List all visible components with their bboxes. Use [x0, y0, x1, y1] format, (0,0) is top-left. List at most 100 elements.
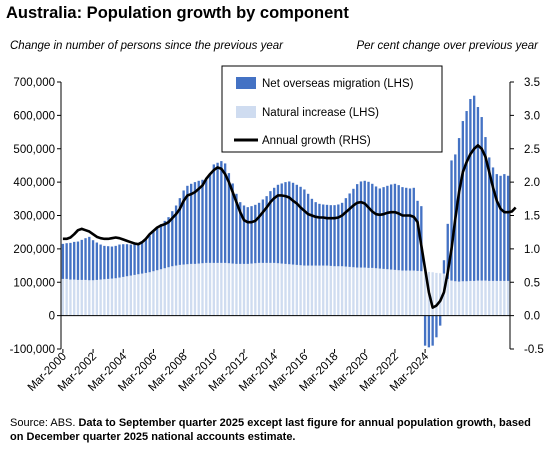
bar-net-overseas-migration — [250, 206, 253, 264]
bar-net-overseas-migration — [397, 185, 400, 271]
bar-natural-increase — [235, 263, 238, 316]
bar-natural-increase — [405, 270, 408, 316]
bar-net-overseas-migration — [110, 246, 114, 279]
bar-natural-increase — [344, 266, 348, 316]
bar-net-overseas-migration — [412, 187, 415, 271]
bar-net-overseas-migration — [423, 315, 427, 346]
bar-net-overseas-migration — [246, 207, 249, 264]
bar-natural-increase — [95, 279, 99, 316]
bar-net-overseas-migration — [408, 188, 412, 271]
bar-net-overseas-migration — [303, 189, 306, 266]
bar-net-overseas-migration — [344, 198, 348, 267]
bar-natural-increase — [197, 263, 200, 316]
bar-net-overseas-migration — [156, 227, 159, 271]
bar-natural-increase — [348, 266, 351, 316]
bar-natural-increase — [318, 265, 321, 316]
bar-natural-increase — [152, 271, 155, 316]
bar-natural-increase — [106, 278, 110, 316]
bar-natural-increase — [503, 280, 506, 316]
bar-net-overseas-migration — [356, 184, 359, 268]
bar-net-overseas-migration — [499, 175, 502, 281]
bar-net-overseas-migration — [178, 198, 182, 265]
bar-net-overseas-migration — [152, 231, 155, 272]
bar-net-overseas-migration — [137, 243, 140, 275]
bar-natural-increase — [231, 263, 234, 316]
bar-net-overseas-migration — [140, 241, 144, 274]
bar-net-overseas-migration — [431, 315, 434, 346]
bar-natural-increase — [242, 263, 246, 316]
bar-natural-increase — [273, 262, 276, 316]
bar-net-overseas-migration — [276, 184, 280, 264]
bar-natural-increase — [84, 279, 87, 316]
bar-natural-increase — [69, 279, 72, 316]
legend: Net overseas migration (LHS) Natural inc… — [221, 65, 443, 153]
bar-net-overseas-migration — [446, 223, 449, 279]
bar-net-overseas-migration — [405, 187, 408, 271]
source-detail: Data to September quarter 2025 except la… — [10, 417, 531, 443]
bar-net-overseas-migration — [503, 174, 506, 281]
bar-natural-increase — [461, 281, 465, 316]
bar-natural-increase — [193, 263, 197, 316]
bar-net-overseas-migration — [167, 217, 170, 268]
bar-net-overseas-migration — [488, 157, 491, 281]
bar-natural-increase — [333, 266, 336, 316]
bar-natural-increase — [288, 264, 291, 316]
bar-natural-increase — [122, 276, 125, 316]
bar-natural-increase — [250, 263, 253, 316]
bar-natural-increase — [103, 279, 106, 316]
bar-natural-increase — [223, 262, 227, 316]
right-tick-label: 2.5 — [524, 144, 540, 156]
bar-natural-increase — [201, 263, 204, 316]
bar-natural-increase — [412, 270, 415, 316]
left-tick-label: 500,000 — [13, 144, 55, 156]
bar-net-overseas-migration — [122, 244, 125, 277]
bar-natural-increase — [261, 262, 265, 316]
left-axis-caption: Change in number of persons since the pr… — [10, 40, 283, 52]
bar-net-overseas-migration — [386, 185, 389, 270]
bar-net-overseas-migration — [450, 160, 453, 281]
bar-natural-increase — [499, 280, 502, 316]
bar-net-overseas-migration — [389, 184, 393, 270]
bar-natural-increase — [61, 278, 65, 316]
bar-natural-increase — [450, 280, 453, 316]
bar-net-overseas-migration — [208, 174, 212, 263]
bar-natural-increase — [329, 265, 332, 316]
bar-net-overseas-migration — [201, 179, 204, 264]
bar-natural-increase — [306, 265, 310, 316]
bar-natural-increase — [99, 279, 102, 316]
bar-natural-increase — [140, 273, 144, 316]
bar-net-overseas-migration — [337, 204, 340, 267]
bar-natural-increase — [133, 274, 136, 316]
bar-natural-increase — [446, 278, 449, 316]
bar-natural-increase — [110, 278, 114, 316]
growth-line-layer — [62, 144, 517, 309]
bar-natural-increase — [420, 271, 423, 316]
bar-net-overseas-migration — [495, 174, 498, 281]
bar-net-overseas-migration — [69, 242, 72, 280]
bar-natural-increase — [325, 265, 329, 316]
bar-natural-increase — [65, 278, 68, 316]
bar-natural-increase — [295, 264, 298, 316]
bar-natural-increase — [476, 280, 480, 316]
bar-net-overseas-migration — [73, 241, 76, 280]
bar-natural-increase — [382, 268, 385, 316]
chart-title: Australia: Population growth by componen… — [6, 4, 349, 22]
bar-natural-increase — [352, 267, 355, 316]
bar-net-overseas-migration — [299, 186, 302, 266]
bar-natural-increase — [408, 270, 412, 316]
right-tick-label: 3.5 — [524, 77, 540, 89]
left-tick-label: 400,000 — [13, 177, 55, 189]
bar-net-overseas-migration — [80, 239, 83, 280]
bar-net-overseas-migration — [84, 238, 87, 280]
bar-natural-increase — [91, 280, 95, 316]
right-tick-label: 0.0 — [524, 311, 540, 323]
bar-natural-increase — [257, 262, 261, 316]
left-tick-label: 700,000 — [13, 77, 55, 89]
bar-natural-increase — [205, 262, 208, 316]
bar-net-overseas-migration — [465, 111, 468, 282]
right-tick-label: 1.0 — [524, 244, 540, 256]
bar-net-overseas-migration — [295, 184, 298, 265]
bar-natural-increase — [125, 276, 129, 316]
bar-natural-increase — [208, 262, 212, 316]
